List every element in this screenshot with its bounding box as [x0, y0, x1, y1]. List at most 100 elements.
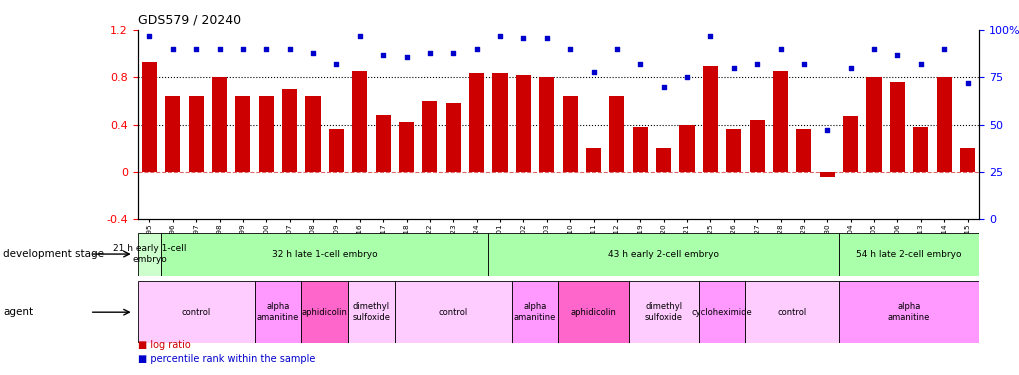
Text: development stage: development stage — [3, 249, 104, 259]
Point — [912, 61, 928, 67]
Point — [491, 33, 507, 39]
Point — [748, 61, 764, 67]
Point — [398, 54, 415, 60]
Bar — [492, 73, 507, 172]
Bar — [138, 232, 161, 276]
Point — [795, 61, 811, 67]
Point — [352, 33, 368, 39]
Text: aphidicolin: aphidicolin — [302, 308, 347, 316]
Text: 54 h late 2-cell embryo: 54 h late 2-cell embryo — [856, 250, 961, 259]
Bar — [375, 115, 390, 172]
Bar — [212, 77, 227, 172]
Bar — [745, 281, 838, 343]
Bar — [698, 281, 745, 343]
Bar — [165, 96, 180, 172]
Point — [632, 61, 648, 67]
Point — [538, 34, 554, 40]
Bar — [398, 122, 414, 172]
Text: 32 h late 1-cell embryo: 32 h late 1-cell embryo — [272, 250, 377, 259]
Text: alpha
amanitine: alpha amanitine — [887, 303, 929, 322]
Bar — [959, 148, 974, 172]
Text: dimethyl
sulfoxide: dimethyl sulfoxide — [353, 303, 390, 322]
Bar — [189, 96, 204, 172]
Point — [865, 46, 881, 52]
Point — [818, 128, 835, 134]
Point — [305, 50, 321, 56]
Text: ■ percentile rank within the sample: ■ percentile rank within the sample — [138, 354, 315, 364]
Text: control: control — [776, 308, 806, 316]
Bar — [838, 281, 978, 343]
Point — [771, 46, 788, 52]
Point — [141, 33, 157, 39]
Bar — [259, 96, 273, 172]
Text: alpha
amanitine: alpha amanitine — [514, 303, 555, 322]
Point — [608, 46, 625, 52]
Point — [935, 46, 952, 52]
Point — [187, 46, 204, 52]
Bar — [935, 77, 951, 172]
Text: ■ log ratio: ■ log ratio — [138, 339, 191, 350]
Point — [211, 46, 227, 52]
Point — [842, 65, 858, 71]
Point — [959, 80, 975, 86]
Bar — [655, 148, 671, 172]
Bar — [301, 281, 347, 343]
Bar — [422, 101, 437, 172]
Bar — [726, 129, 741, 172]
Bar — [445, 104, 461, 172]
Bar — [138, 281, 255, 343]
Bar — [516, 75, 531, 172]
Bar — [394, 281, 512, 343]
Point — [515, 34, 531, 40]
Text: GDS579 / 20240: GDS579 / 20240 — [138, 14, 240, 27]
Text: agent: agent — [3, 307, 34, 317]
Bar — [679, 124, 694, 172]
Point — [258, 46, 274, 52]
Bar — [912, 127, 927, 172]
Point — [561, 46, 578, 52]
Bar — [632, 127, 647, 172]
Point — [234, 46, 251, 52]
Point — [701, 33, 717, 39]
Point — [725, 65, 741, 71]
Point — [889, 52, 905, 58]
Bar — [819, 172, 834, 177]
Point — [328, 61, 344, 67]
Bar — [305, 96, 320, 172]
Text: 21 h early 1-cell
embryo: 21 h early 1-cell embryo — [112, 244, 185, 264]
Point — [281, 46, 298, 52]
Text: control: control — [181, 308, 211, 316]
Bar — [796, 129, 811, 172]
Text: dimethyl
sulfoxide: dimethyl sulfoxide — [644, 303, 682, 322]
Point — [585, 69, 601, 75]
Text: 43 h early 2-cell embryo: 43 h early 2-cell embryo — [607, 250, 718, 259]
Bar — [255, 281, 301, 343]
Text: control: control — [438, 308, 468, 316]
Bar — [142, 62, 157, 172]
Bar — [328, 129, 343, 172]
Point — [164, 46, 180, 52]
Bar — [488, 232, 838, 276]
Point — [421, 50, 437, 56]
Bar — [539, 77, 553, 172]
Text: cycloheximide: cycloheximide — [691, 308, 752, 316]
Bar — [352, 71, 367, 172]
Text: alpha
amanitine: alpha amanitine — [257, 303, 299, 322]
Point — [468, 46, 484, 52]
Point — [679, 74, 695, 80]
Text: aphidicolin: aphidicolin — [570, 308, 615, 316]
Bar — [282, 89, 297, 172]
Bar — [585, 148, 600, 172]
Point — [444, 50, 461, 56]
Bar — [702, 66, 717, 172]
Bar — [838, 232, 978, 276]
Bar — [512, 281, 558, 343]
Bar — [161, 232, 488, 276]
Bar — [558, 281, 628, 343]
Bar — [562, 96, 577, 172]
Bar — [749, 120, 764, 172]
Bar — [347, 281, 394, 343]
Bar — [235, 96, 251, 172]
Bar — [608, 96, 624, 172]
Bar — [843, 116, 857, 172]
